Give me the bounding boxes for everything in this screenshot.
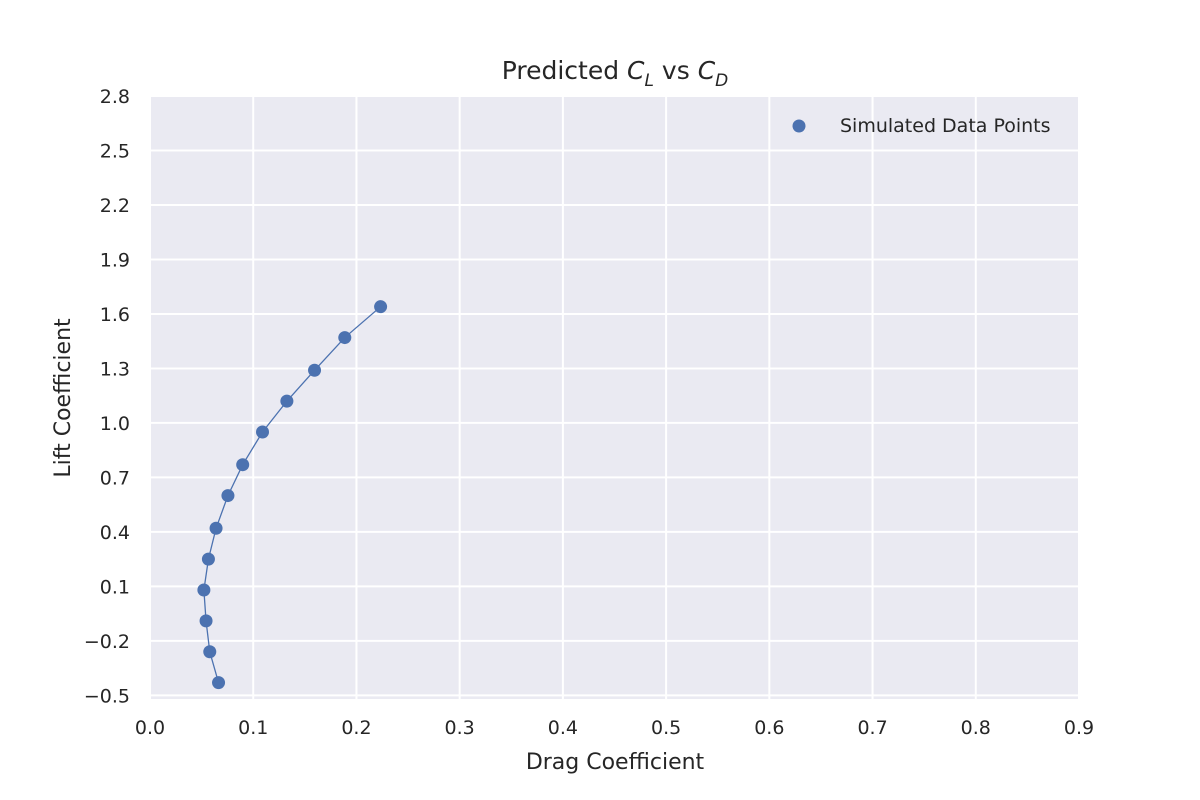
data-point: [236, 458, 250, 472]
data-point: [199, 614, 213, 628]
y-tick-label: −0.2: [84, 631, 130, 653]
x-tick-label: 0.1: [238, 717, 268, 739]
y-axis-label: Lift Coefficient: [51, 318, 76, 478]
x-tick-label: 0.6: [754, 717, 784, 739]
data-point: [221, 489, 235, 503]
x-tick-label: 0.0: [135, 717, 165, 739]
data-point: [203, 645, 217, 659]
plot-area: [150, 96, 1079, 699]
title-sub1: L: [645, 71, 654, 91]
title-var2: C: [698, 56, 716, 85]
data-point: [256, 425, 270, 439]
title-var1: C: [627, 56, 645, 85]
title-prefix: Predicted: [502, 56, 627, 85]
data-point: [209, 521, 223, 535]
x-tick-label: 0.9: [1064, 717, 1094, 739]
series: [197, 300, 388, 690]
legend-marker: [792, 119, 806, 133]
x-tick-label: 0.3: [445, 717, 475, 739]
data-point: [308, 363, 322, 377]
legend: Simulated Data Points: [792, 115, 1051, 137]
x-tick-label: 0.2: [341, 717, 371, 739]
y-tick-label: 1.0: [100, 413, 130, 435]
x-tick-label: 0.5: [651, 717, 681, 739]
data-point: [212, 676, 226, 690]
x-tick-label: 0.7: [857, 717, 887, 739]
x-tick-labels: 0.0 0.1 0.2 0.3 0.4 0.5 0.6 0.7 0.8 0.9: [135, 717, 1094, 739]
y-tick-label: 2.8: [100, 86, 130, 108]
data-point: [374, 300, 388, 314]
y-tick-label: 0.7: [100, 467, 130, 489]
data-point: [338, 331, 352, 345]
x-tick-label: 0.4: [548, 717, 578, 739]
y-tick-label: 1.9: [100, 249, 130, 271]
y-tick-label: 1.6: [100, 304, 130, 326]
x-axis-label: Drag Coefficient: [526, 750, 705, 775]
y-tick-label: −0.5: [84, 685, 130, 707]
data-point: [201, 552, 215, 566]
y-tick-label: 2.2: [100, 195, 130, 217]
title-sub2: D: [715, 71, 728, 91]
data-point: [280, 394, 294, 408]
title-middle: vs: [654, 56, 698, 85]
y-tick-label: 2.5: [100, 140, 130, 162]
grid: [149, 95, 1080, 699]
legend-label: Simulated Data Points: [840, 115, 1051, 137]
data-point: [197, 583, 211, 597]
y-tick-label: 0.1: [100, 576, 130, 598]
y-tick-label: 0.4: [100, 522, 130, 544]
y-tick-labels: −0.5 −0.2 0.1 0.4 0.7 1.0 1.3 1.6 1.9 2.2 2.5 2.8: [84, 86, 130, 707]
x-tick-label: 0.8: [961, 717, 991, 739]
chart-title: Predicted CL vs CD: [502, 56, 729, 91]
y-tick-label: 1.3: [100, 358, 130, 380]
